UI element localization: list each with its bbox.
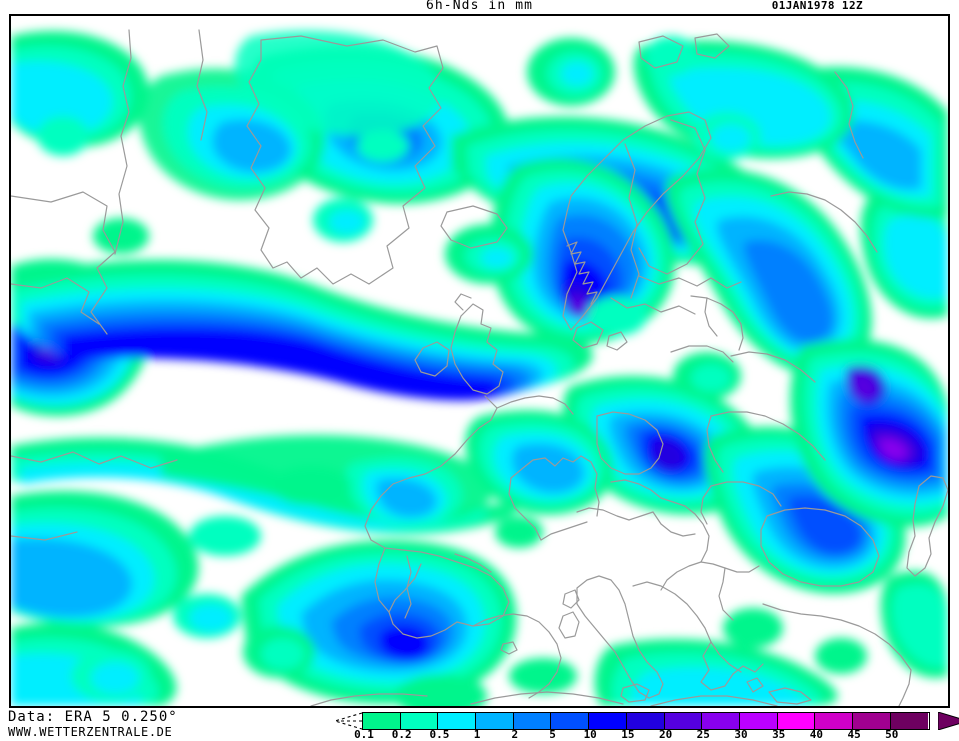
legend-swatch-purple[interactable]: [702, 713, 740, 729]
legend-tick-2: 2: [511, 728, 519, 741]
valid-time-label: 01JAN1978 12Z: [771, 0, 863, 12]
legend-below-min-tail: [334, 712, 363, 730]
legend-swatch-turquoise[interactable]: [400, 713, 439, 729]
legend-tick-20: 20: [658, 728, 673, 741]
legend-swatch-sky-blue[interactable]: [476, 713, 514, 729]
data-source-label: Data: ERA 5 0.250°: [8, 709, 178, 725]
legend-tick-5: 5: [549, 728, 556, 741]
legend-tick-labels: 0.1 0.2 0.5 1 2 5 10 15 20 25 30 35 40 45 50: [334, 729, 952, 741]
legend-tick-0.2: 0.2: [391, 728, 412, 741]
legend-tick-0.5: 0.5: [429, 728, 450, 741]
legend-tick-0.1: 0.1: [354, 728, 374, 741]
legend-swatch-dark-magenta[interactable]: [852, 713, 891, 729]
legend-above-max-arrow: [938, 712, 959, 730]
legend-tick-35: 35: [772, 728, 786, 741]
legend-tick-40: 40: [809, 728, 824, 741]
legend-tick-10: 10: [583, 728, 597, 741]
legend-swatch-blue[interactable]: [551, 713, 590, 729]
legend-tick-50: 50: [885, 728, 899, 741]
credit-block: Data: ERA 5 0.250° WWW.WETTERZENTRALE.DE: [8, 709, 178, 740]
legend-swatch-violet[interactable]: [664, 713, 703, 729]
precipitation-map[interactable]: [11, 16, 948, 706]
legend-color-bar[interactable]: [362, 712, 930, 730]
legend-swatch-magenta[interactable]: [777, 713, 816, 729]
legend-swatch-magenta-violet[interactable]: [739, 713, 778, 729]
legend-swatch-plum-dark[interactable]: [890, 713, 929, 729]
legend-swatch-orchid[interactable]: [815, 713, 853, 729]
legend-swatch-cyan[interactable]: [438, 713, 477, 729]
coastlines-and-borders: [11, 29, 948, 706]
legend-tick-25: 25: [696, 728, 710, 741]
chart-header: 6h-Nds in mm 01JAN1978 12Z: [0, 0, 959, 14]
legend-tick-1: 1: [473, 728, 481, 741]
legend: 0.1 0.2 0.5 1 2 5 10 15 20 25 30 35 40 45 50: [334, 712, 959, 741]
legend-tick-45: 45: [847, 728, 861, 741]
legend-swatch-indigo[interactable]: [626, 713, 665, 729]
legend-tick-15: 15: [621, 728, 635, 741]
legend-swatch-pure-blue[interactable]: [589, 713, 627, 729]
legend-swatch-azure[interactable]: [513, 713, 552, 729]
map-frame: [9, 14, 950, 708]
website-label[interactable]: WWW.WETTERZENTRALE.DE: [8, 725, 173, 739]
chart-footer: Data: ERA 5 0.250° WWW.WETTERZENTRALE.DE…: [0, 709, 959, 741]
page-title: 6h-Nds in mm: [425, 0, 534, 13]
legend-swatch-spring-green[interactable]: [363, 713, 401, 729]
legend-tick-30: 30: [734, 728, 748, 741]
